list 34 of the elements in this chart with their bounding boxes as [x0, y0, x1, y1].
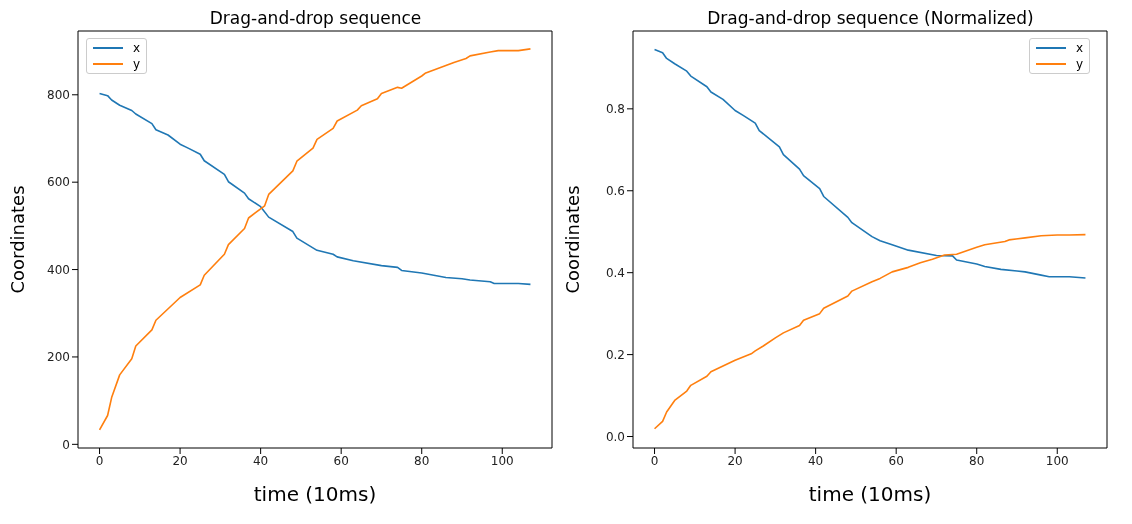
y-tick-label: 800 [47, 88, 70, 103]
y-tick-label: 400 [47, 262, 70, 277]
x-axis-title: time (10ms) [808, 482, 932, 506]
chart-title: Drag-and-drop sequence [208, 8, 423, 28]
legend-label: x [133, 41, 141, 55]
x-tick-label: 40 [252, 453, 269, 468]
x-tick-label: 100 [1045, 453, 1069, 468]
legend-label: y [133, 57, 141, 71]
line-series [98, 92, 532, 286]
y-tick-label: 600 [47, 175, 70, 190]
y-axis-title: Coordinates [562, 185, 584, 294]
x-tick-label: 20 [172, 453, 188, 468]
chart-title: Drag-and-drop sequence (Normalized) [706, 8, 1035, 28]
x-tick-label: 100 [490, 453, 514, 468]
y-tick-label: 0.4 [605, 265, 625, 280]
line-series [653, 233, 1087, 430]
y-axis-title: Coordinates [7, 185, 29, 294]
y-tick-label: 0.0 [605, 429, 625, 444]
x-tick-label: 60 [888, 453, 904, 468]
y-tick-label: 0 [62, 437, 70, 452]
legend-label: y [1075, 57, 1083, 71]
x-tick-label: 80 [414, 453, 430, 468]
y-tick-label: 0.2 [605, 347, 625, 362]
y-tick-label: 0.8 [605, 102, 625, 117]
y-tick-label: 200 [47, 350, 70, 365]
x-tick-label: 0 [95, 453, 104, 468]
x-tick-label: 20 [727, 453, 743, 468]
x-tick-label: 60 [333, 453, 349, 468]
x-tick-label: 0 [650, 453, 659, 468]
legend-label: x [1075, 41, 1083, 55]
x-axis-title: time (10ms) [253, 482, 377, 506]
x-tick-label: 80 [969, 453, 985, 468]
x-tick-label: 40 [807, 453, 824, 468]
y-tick-label: 0.6 [605, 184, 625, 199]
